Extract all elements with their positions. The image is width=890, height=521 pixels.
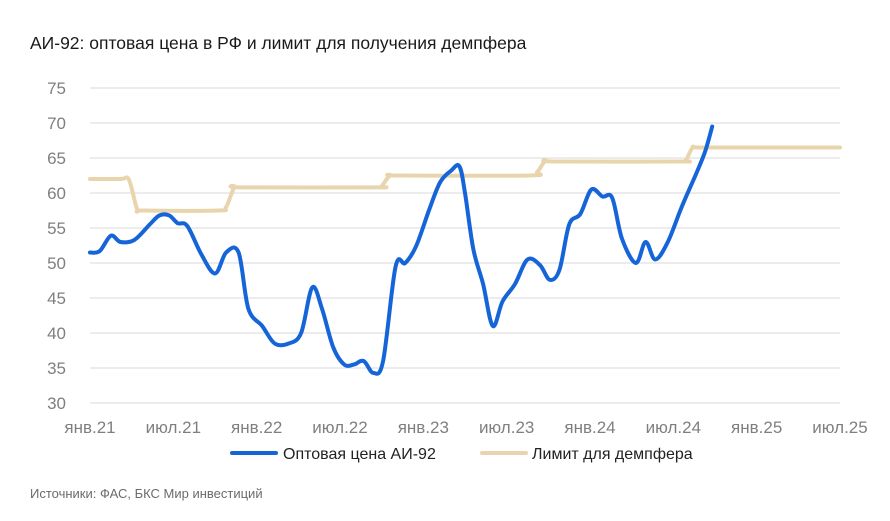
y-tick-label: 75 xyxy=(47,79,66,98)
x-tick-label: июл.22 xyxy=(312,418,367,437)
y-tick-label: 35 xyxy=(47,359,66,378)
y-tick-label: 30 xyxy=(47,394,66,413)
legend: Оптовая цена АИ-92 Лимит для демпфера xyxy=(230,446,693,463)
x-tick-label: янв.21 xyxy=(64,418,115,437)
x-tick-label: янв.23 xyxy=(398,418,449,437)
y-tick-label: 55 xyxy=(47,219,66,238)
series-line-damper-limit xyxy=(88,144,842,214)
source-note: Источники: ФАС, БКС Мир инвестиций xyxy=(30,486,263,501)
y-tick-label: 65 xyxy=(47,149,66,168)
y-tick-label: 45 xyxy=(47,289,66,308)
series-lines xyxy=(88,124,842,376)
x-tick-label: июл.24 xyxy=(646,418,701,437)
y-tick-label: 40 xyxy=(47,324,66,343)
x-tick-label: июл.23 xyxy=(479,418,534,437)
x-tick-label: июл.25 xyxy=(812,418,867,437)
y-tick-label: 60 xyxy=(47,184,66,203)
y-axis-ticks: 75 70 65 60 55 50 45 40 35 30 xyxy=(47,79,66,413)
chart-title: АИ-92: оптовая цена в РФ и лимит для пол… xyxy=(30,33,527,53)
x-tick-label: янв.22 xyxy=(231,418,282,437)
x-axis-ticks: янв.21 июл.21 янв.22 июл.22 янв.23 июл.23 янв.… xyxy=(64,418,867,437)
x-tick-label: июл.21 xyxy=(146,418,201,437)
gridlines xyxy=(90,87,840,404)
legend-label-wholesale-price: Оптовая цена АИ-92 xyxy=(283,446,436,463)
series-line-wholesale-price xyxy=(88,124,715,376)
y-tick-label: 50 xyxy=(47,254,66,273)
x-tick-label: янв.24 xyxy=(564,418,615,437)
x-tick-label: янв.25 xyxy=(731,418,782,437)
y-tick-label: 70 xyxy=(47,114,66,133)
legend-label-damper-limit: Лимит для демпфера xyxy=(532,446,693,463)
